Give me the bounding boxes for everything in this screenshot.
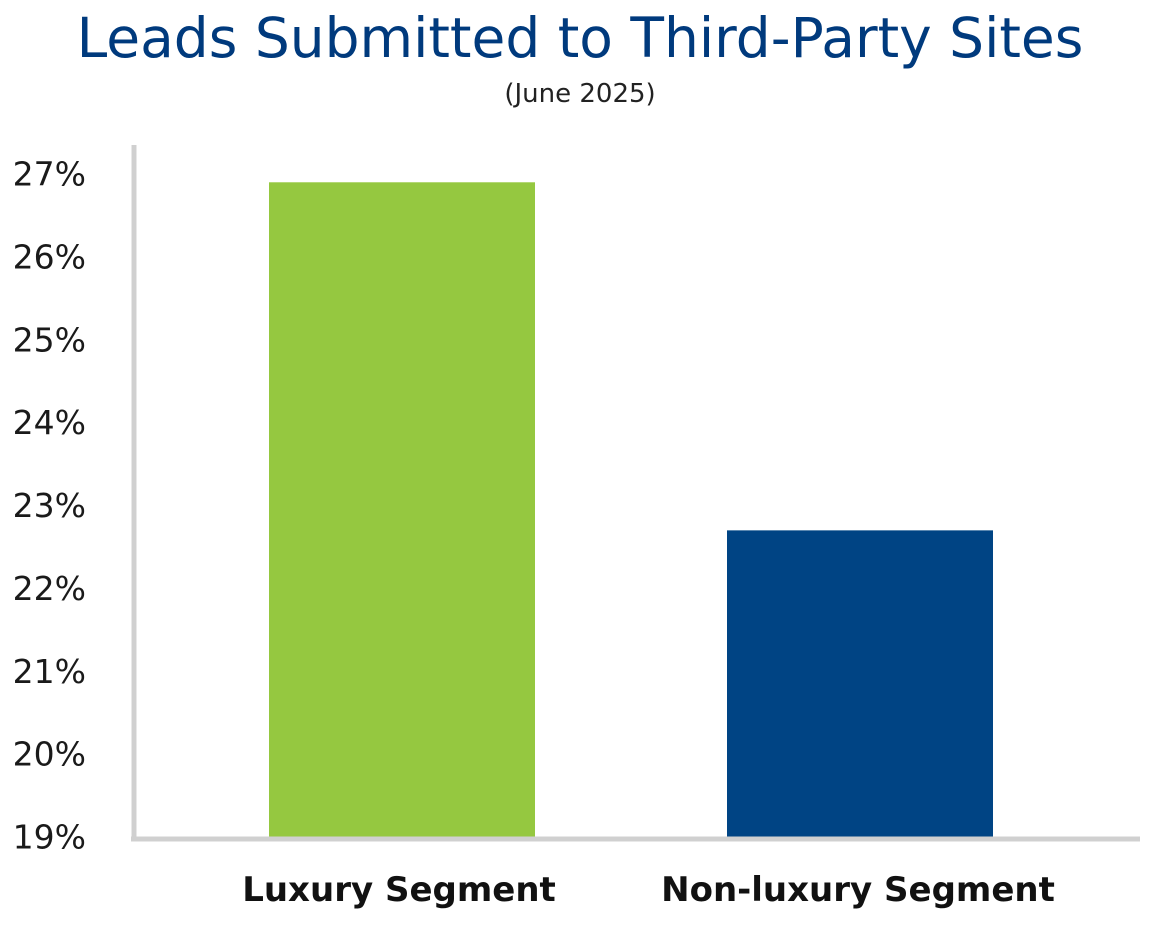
y-tick-label: 27% bbox=[13, 155, 86, 194]
bars bbox=[269, 182, 993, 838]
y-tick-label: 20% bbox=[13, 735, 86, 774]
y-tick-label: 26% bbox=[13, 237, 86, 276]
y-tick-label: 21% bbox=[13, 652, 86, 691]
chart-subtitle: (June 2025) bbox=[504, 79, 656, 109]
y-tick-label: 24% bbox=[13, 403, 86, 442]
y-tick-label: 23% bbox=[13, 486, 86, 525]
bar-non-luxury-segment bbox=[727, 530, 993, 837]
y-tick-label: 25% bbox=[13, 320, 86, 359]
y-tick-label: 19% bbox=[13, 818, 86, 857]
bar-luxury-segment bbox=[269, 182, 535, 838]
x-category-label: Luxury Segment bbox=[242, 870, 556, 910]
x-category-label: Non-luxury Segment bbox=[661, 870, 1055, 910]
chart-title: Leads Submitted to Third-Party Sites bbox=[76, 6, 1084, 70]
x-axis: Luxury Segment Non-luxury Segment bbox=[131, 836, 1140, 910]
y-tick-label: 22% bbox=[13, 569, 86, 608]
y-axis: 19% 20% 21% 22% 23% 24% 25% 26% 27% bbox=[13, 145, 137, 857]
